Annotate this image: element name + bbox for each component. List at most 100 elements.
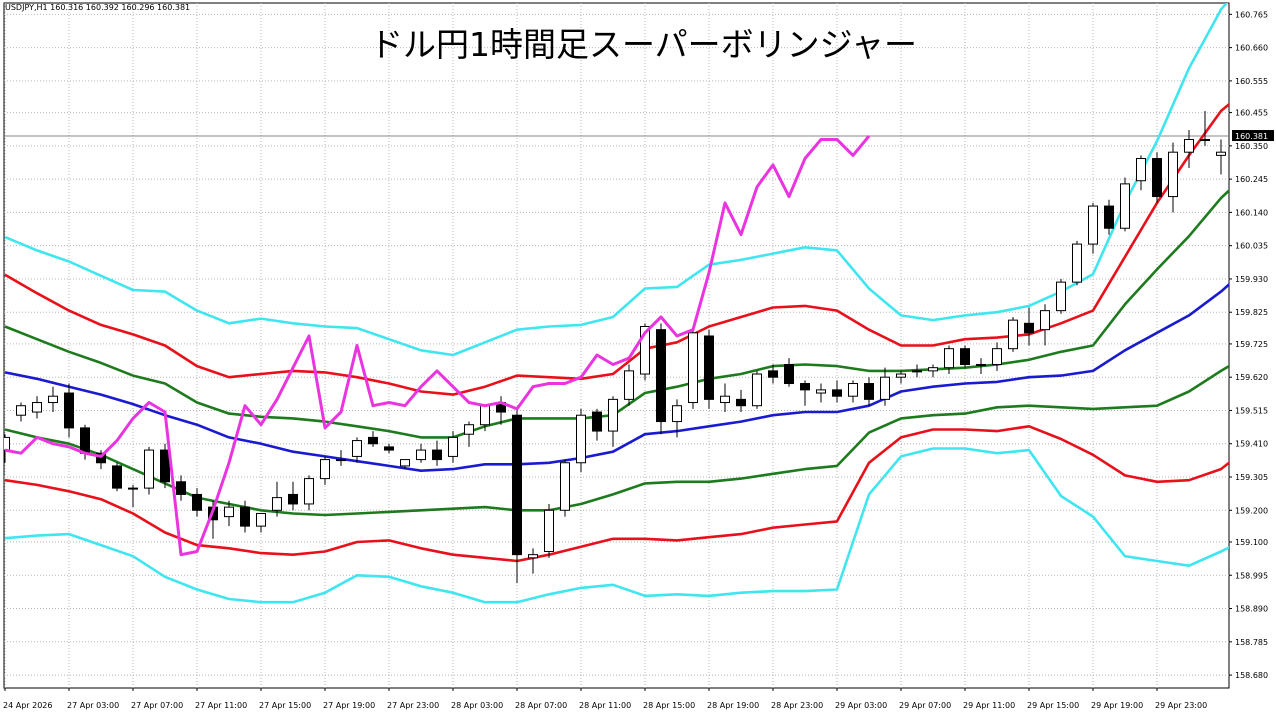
candle-bear <box>288 493 298 505</box>
candle-bear <box>960 348 970 366</box>
candle-bull <box>4 436 10 451</box>
candle-bear <box>176 481 186 495</box>
candle-bear <box>736 398 746 407</box>
candle-bear <box>784 364 794 385</box>
candle-bull <box>256 512 266 527</box>
candle-bull <box>976 364 986 367</box>
candle-bear <box>80 427 90 454</box>
candle-bull <box>1216 151 1226 156</box>
plot-content <box>4 3 1229 604</box>
y-tick-label: 159.825 <box>1235 308 1268 317</box>
candle-bull <box>1056 281 1066 312</box>
x-tick-label: 27 Apr 23:00 <box>387 701 439 710</box>
candle-bull <box>400 459 410 467</box>
candle-bear <box>384 446 394 451</box>
y-tick-label: 160.555 <box>1235 77 1268 86</box>
y-tick-label: 158.890 <box>1235 605 1268 614</box>
x-tick-label: 28 Apr 03:00 <box>451 701 503 710</box>
current-price-label: 160.381 <box>1235 132 1268 141</box>
candle-bull <box>320 459 330 480</box>
y-tick-label: 159.100 <box>1235 538 1268 547</box>
y-tick-label: 159.200 <box>1235 506 1268 515</box>
candle-bull <box>1184 139 1194 153</box>
candle-bear <box>1152 158 1162 198</box>
candle-bear <box>112 465 122 489</box>
candle-bull <box>576 414 586 464</box>
candle-bull <box>848 383 858 397</box>
candle-bull <box>928 367 938 372</box>
x-tick-label: 29 Apr 15:00 <box>1027 701 1079 710</box>
y-tick-label: 159.930 <box>1235 275 1268 284</box>
y-tick-label: 160.035 <box>1235 242 1268 251</box>
candle-bear <box>192 493 202 511</box>
x-tick-label: 28 Apr 11:00 <box>579 701 631 710</box>
candle-bear <box>1104 205 1114 229</box>
candle-bull <box>272 497 282 511</box>
candle-bear <box>512 414 522 556</box>
candle-bull <box>560 462 570 511</box>
candle-bull <box>672 405 682 423</box>
band-upper3 <box>4 3 1229 357</box>
x-tick-label: 29 Apr 07:00 <box>899 701 951 710</box>
x-tick-label: 29 Apr 19:00 <box>1091 701 1143 710</box>
candle-bull <box>752 373 762 407</box>
candle-bull <box>528 554 538 559</box>
candle-bear <box>96 452 106 464</box>
y-tick-label: 160.350 <box>1235 142 1268 151</box>
y-tick-label: 158.995 <box>1235 571 1268 580</box>
candle-bull <box>352 440 362 457</box>
candle-bull <box>608 398 618 432</box>
candle-bull <box>640 325 650 375</box>
y-tick-label: 160.140 <box>1235 208 1268 217</box>
candle-bull <box>1088 205 1098 245</box>
y-tick-label: 159.725 <box>1235 340 1268 349</box>
candle-bull <box>880 376 890 400</box>
candle-bull <box>1072 243 1082 283</box>
y-tick-label: 160.765 <box>1235 10 1268 19</box>
candle-bear <box>1024 322 1034 334</box>
y-tick-label: 159.515 <box>1235 406 1268 415</box>
candle-bear <box>704 335 714 400</box>
candle-bull <box>816 389 826 394</box>
candle-bull <box>1200 139 1210 142</box>
candle-bear <box>240 506 250 527</box>
x-tick-label: 29 Apr 03:00 <box>835 701 887 710</box>
candle-bull <box>1120 183 1130 229</box>
y-tick-label: 159.620 <box>1235 373 1268 382</box>
x-tick-label: 27 Apr 19:00 <box>323 701 375 710</box>
candle-bull <box>448 436 458 457</box>
candle-bull <box>1008 319 1018 350</box>
y-tick-label: 160.245 <box>1235 175 1268 184</box>
current-price-box <box>1232 130 1274 142</box>
candle-bull <box>224 506 234 518</box>
candle-bull <box>688 332 698 404</box>
candle-bear <box>432 449 442 461</box>
candle-bull <box>48 395 58 404</box>
y-tick-label: 159.410 <box>1235 440 1268 449</box>
candle-bull <box>720 395 730 404</box>
x-tick-label: 28 Apr 19:00 <box>707 701 759 710</box>
candle-bull <box>304 478 314 505</box>
x-tick-label: 27 Apr 11:00 <box>195 701 247 710</box>
candle-bull <box>1040 310 1050 331</box>
x-tick-label: 28 Apr 23:00 <box>771 701 823 710</box>
candle-bull <box>1168 151 1178 198</box>
candle-bull <box>416 449 426 461</box>
candle-bull <box>480 405 490 426</box>
candle-bear <box>368 436 378 445</box>
band-lower2 <box>4 424 1229 563</box>
candle-bear <box>64 392 74 429</box>
y-tick-label: 158.785 <box>1235 638 1268 647</box>
candle-bull <box>128 487 138 490</box>
candle-bull <box>16 405 26 416</box>
candle-bull <box>896 373 906 378</box>
candle-bull <box>624 370 634 400</box>
band-lower3 <box>4 447 1229 604</box>
candle-bear <box>864 383 874 400</box>
candle-bull <box>944 348 954 369</box>
x-tick-label: 27 Apr 03:00 <box>67 701 119 710</box>
candle-bear <box>768 370 778 378</box>
y-tick-label: 160.660 <box>1235 44 1268 53</box>
candle-bull <box>336 459 346 462</box>
